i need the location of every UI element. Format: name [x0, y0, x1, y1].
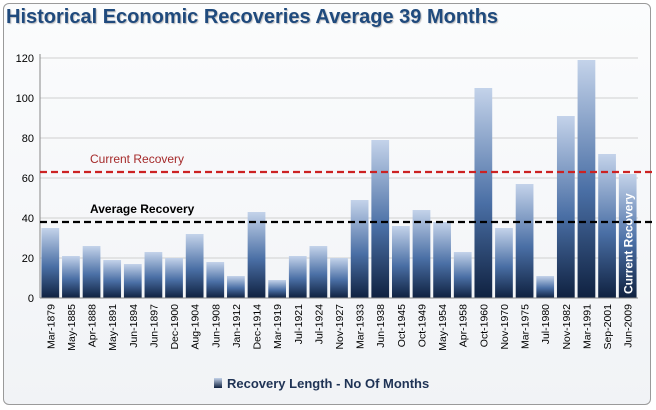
x-tick-label: Dec-1900 — [169, 304, 181, 350]
bar — [350, 200, 369, 298]
x-tick-label: Mar-1919 — [272, 304, 284, 349]
bar — [165, 258, 183, 298]
x-tick-label: May-1954 — [437, 304, 449, 351]
reference-line-label: Average Recovery — [90, 202, 195, 216]
bar — [433, 222, 451, 298]
y-tick-label: 0 — [28, 293, 34, 305]
x-tick-label: Nov-1927 — [334, 304, 346, 350]
bar — [227, 276, 245, 298]
bar — [536, 276, 555, 298]
bar — [62, 256, 80, 298]
x-tick-label: Mar-1975 — [520, 304, 532, 349]
x-tick-label: Aug-1904 — [190, 304, 202, 350]
bar — [495, 228, 513, 298]
reference-lines: Current Recovery Average Recovery — [40, 152, 652, 224]
legend: Recovery Length - No Of Months — [214, 376, 429, 391]
x-tick-label: Jul-1921 — [293, 304, 305, 344]
bars: Current Recovery — [41, 60, 637, 298]
bar — [268, 280, 287, 298]
y-tick-label: 120 — [16, 53, 34, 65]
x-tick-label: May-1891 — [107, 304, 119, 351]
y-axis-ticks: 0 20 40 60 80 100 120 — [16, 53, 34, 305]
bar — [598, 154, 616, 298]
chart-title: Historical Economic Recoveries Average 3… — [6, 6, 499, 28]
bar — [577, 60, 596, 298]
x-tick-label: Nov-1970 — [499, 304, 511, 350]
chart-frame — [3, 3, 651, 405]
bar — [412, 210, 431, 298]
x-tick-label: Oct-1960 — [478, 304, 490, 347]
x-tick-label: Jun-1897 — [148, 304, 160, 348]
x-axis-labels: Mar-1879 May-1885 Apr-1888 May-1891 Jun-1894… — [45, 304, 634, 351]
bar — [330, 258, 348, 298]
x-tick-label: Mar-1879 — [45, 304, 57, 349]
y-tick-label: 100 — [16, 93, 34, 105]
bar — [103, 260, 122, 298]
x-tick-label: Oct-1945 — [396, 304, 408, 347]
y-tick-label: 40 — [22, 213, 34, 225]
bar — [82, 246, 101, 298]
x-tick-label: Jun-1938 — [375, 304, 387, 348]
bar-annotation: Current Recovery — [622, 193, 636, 294]
bar — [123, 264, 142, 298]
x-tick-label: Dec-1914 — [252, 304, 264, 350]
bar — [391, 226, 410, 298]
bar — [556, 116, 575, 298]
y-tick-label: 20 — [22, 253, 34, 265]
x-tick-label: Jun-2009 — [623, 304, 635, 348]
x-tick-label: Jun-1908 — [210, 304, 222, 348]
bar — [453, 252, 472, 298]
x-tick-label: Jul-1924 — [313, 304, 325, 344]
bar — [474, 88, 493, 298]
x-tick-label: Apr-1958 — [458, 304, 470, 347]
reference-line-label: Current Recovery — [90, 152, 184, 166]
x-tick-label: Jan-1912 — [231, 304, 243, 348]
x-tick-label: May-1885 — [66, 304, 78, 351]
x-tick-label: Apr-1888 — [87, 304, 99, 347]
y-tick-label: 60 — [22, 173, 34, 185]
bar — [309, 246, 328, 298]
y-tick-label: 80 — [22, 133, 34, 145]
x-tick-label: Mar-1991 — [581, 304, 593, 349]
bar — [185, 234, 204, 298]
bar — [288, 256, 307, 298]
x-tick-label: Mar-1933 — [355, 304, 367, 349]
bar — [515, 184, 534, 298]
axes — [39, 54, 638, 299]
x-tick-label: Jun-1894 — [128, 304, 140, 348]
x-tick-label: Oct-1949 — [416, 304, 428, 347]
legend-swatch — [214, 378, 222, 388]
bar — [618, 174, 637, 298]
bar — [371, 140, 390, 298]
x-tick-label: Nov-1982 — [561, 304, 573, 350]
bar — [247, 212, 266, 298]
x-tick-label: Sep-2001 — [602, 304, 614, 350]
bar — [41, 228, 60, 298]
legend-label: Recovery Length - No Of Months — [227, 376, 429, 391]
bar — [144, 252, 163, 298]
x-tick-label: Jul-1980 — [540, 304, 552, 344]
bar — [206, 262, 225, 298]
